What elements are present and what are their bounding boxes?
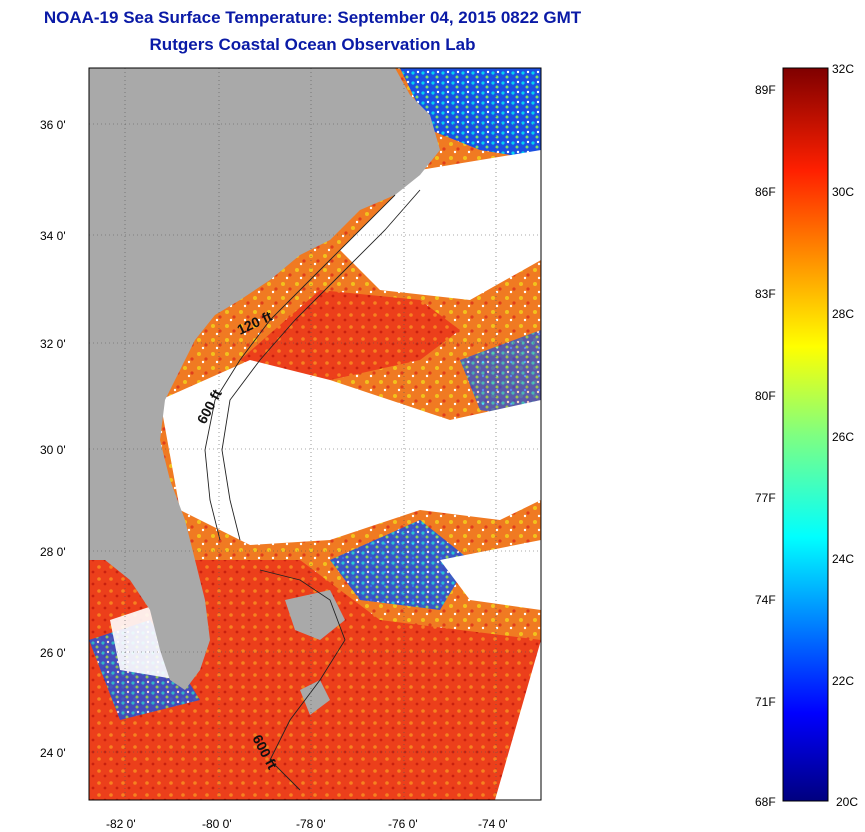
fahrenheit-label: 77F — [755, 491, 776, 505]
fahrenheit-label: 68F — [755, 795, 776, 809]
longitude-axis: -82 0' -80 0' -78 0' -76 0' -74 0' — [106, 817, 508, 831]
no-data-corner — [495, 640, 541, 800]
contour-120ft — [204, 194, 396, 541]
map-subtitle: Rutgers Coastal Ocean Observation Lab — [149, 35, 476, 54]
latitude-axis: 36 0' 34 0' 32 0' 30 0' 28 0' 26 0' 24 0… — [40, 118, 66, 760]
lat-label: 36 0' — [40, 118, 66, 132]
lat-label: 30 0' — [40, 443, 66, 457]
colorbar-fahrenheit-labels: 89F 86F 83F 80F 77F 74F 71F 68F — [755, 83, 776, 809]
bahamas-island — [300, 680, 330, 715]
celsius-label: 28C — [832, 307, 854, 321]
contour-600ft — [221, 189, 421, 541]
cool-water-bahamas — [330, 520, 470, 610]
colorbar-celsius-labels: 32C 30C 28C 26C 24C 22C 20C — [832, 62, 858, 809]
land-mass — [89, 68, 440, 690]
lat-label: 28 0' — [40, 545, 66, 559]
fahrenheit-label: 86F — [755, 185, 776, 199]
fahrenheit-label: 83F — [755, 287, 776, 301]
celsius-label: 24C — [832, 552, 854, 566]
lon-label: -82 0' — [106, 817, 136, 831]
colorbar — [782, 67, 829, 802]
cloud-north — [340, 150, 541, 300]
lat-label: 26 0' — [40, 646, 66, 660]
contour-bahamas — [259, 569, 346, 791]
cool-water-ne — [400, 68, 541, 160]
fahrenheit-label: 71F — [755, 695, 776, 709]
fahrenheit-label: 89F — [755, 83, 776, 97]
graticule — [89, 68, 541, 800]
celsius-label: 20C — [836, 795, 858, 809]
cloud-central — [160, 360, 541, 545]
cool-water-east — [460, 330, 541, 420]
celsius-label: 22C — [832, 674, 854, 688]
fahrenheit-label: 80F — [755, 389, 776, 403]
celsius-label: 30C — [832, 185, 854, 199]
lon-label: -78 0' — [296, 817, 326, 831]
celsius-label: 32C — [832, 62, 854, 76]
celsius-label: 26C — [832, 430, 854, 444]
lon-label: -76 0' — [388, 817, 418, 831]
cloud-southeast — [440, 540, 541, 610]
bahamas-island — [285, 590, 345, 640]
lat-label: 24 0' — [40, 746, 66, 760]
map-title: NOAA-19 Sea Surface Temperature: Septemb… — [43, 8, 582, 27]
plot-frame — [88, 67, 542, 801]
fahrenheit-label: 74F — [755, 593, 776, 607]
lon-label: -74 0' — [478, 817, 508, 831]
lon-label: -80 0' — [202, 817, 232, 831]
lat-label: 34 0' — [40, 229, 66, 243]
gulf-stream-region — [240, 290, 460, 380]
lat-label: 32 0' — [40, 337, 66, 351]
